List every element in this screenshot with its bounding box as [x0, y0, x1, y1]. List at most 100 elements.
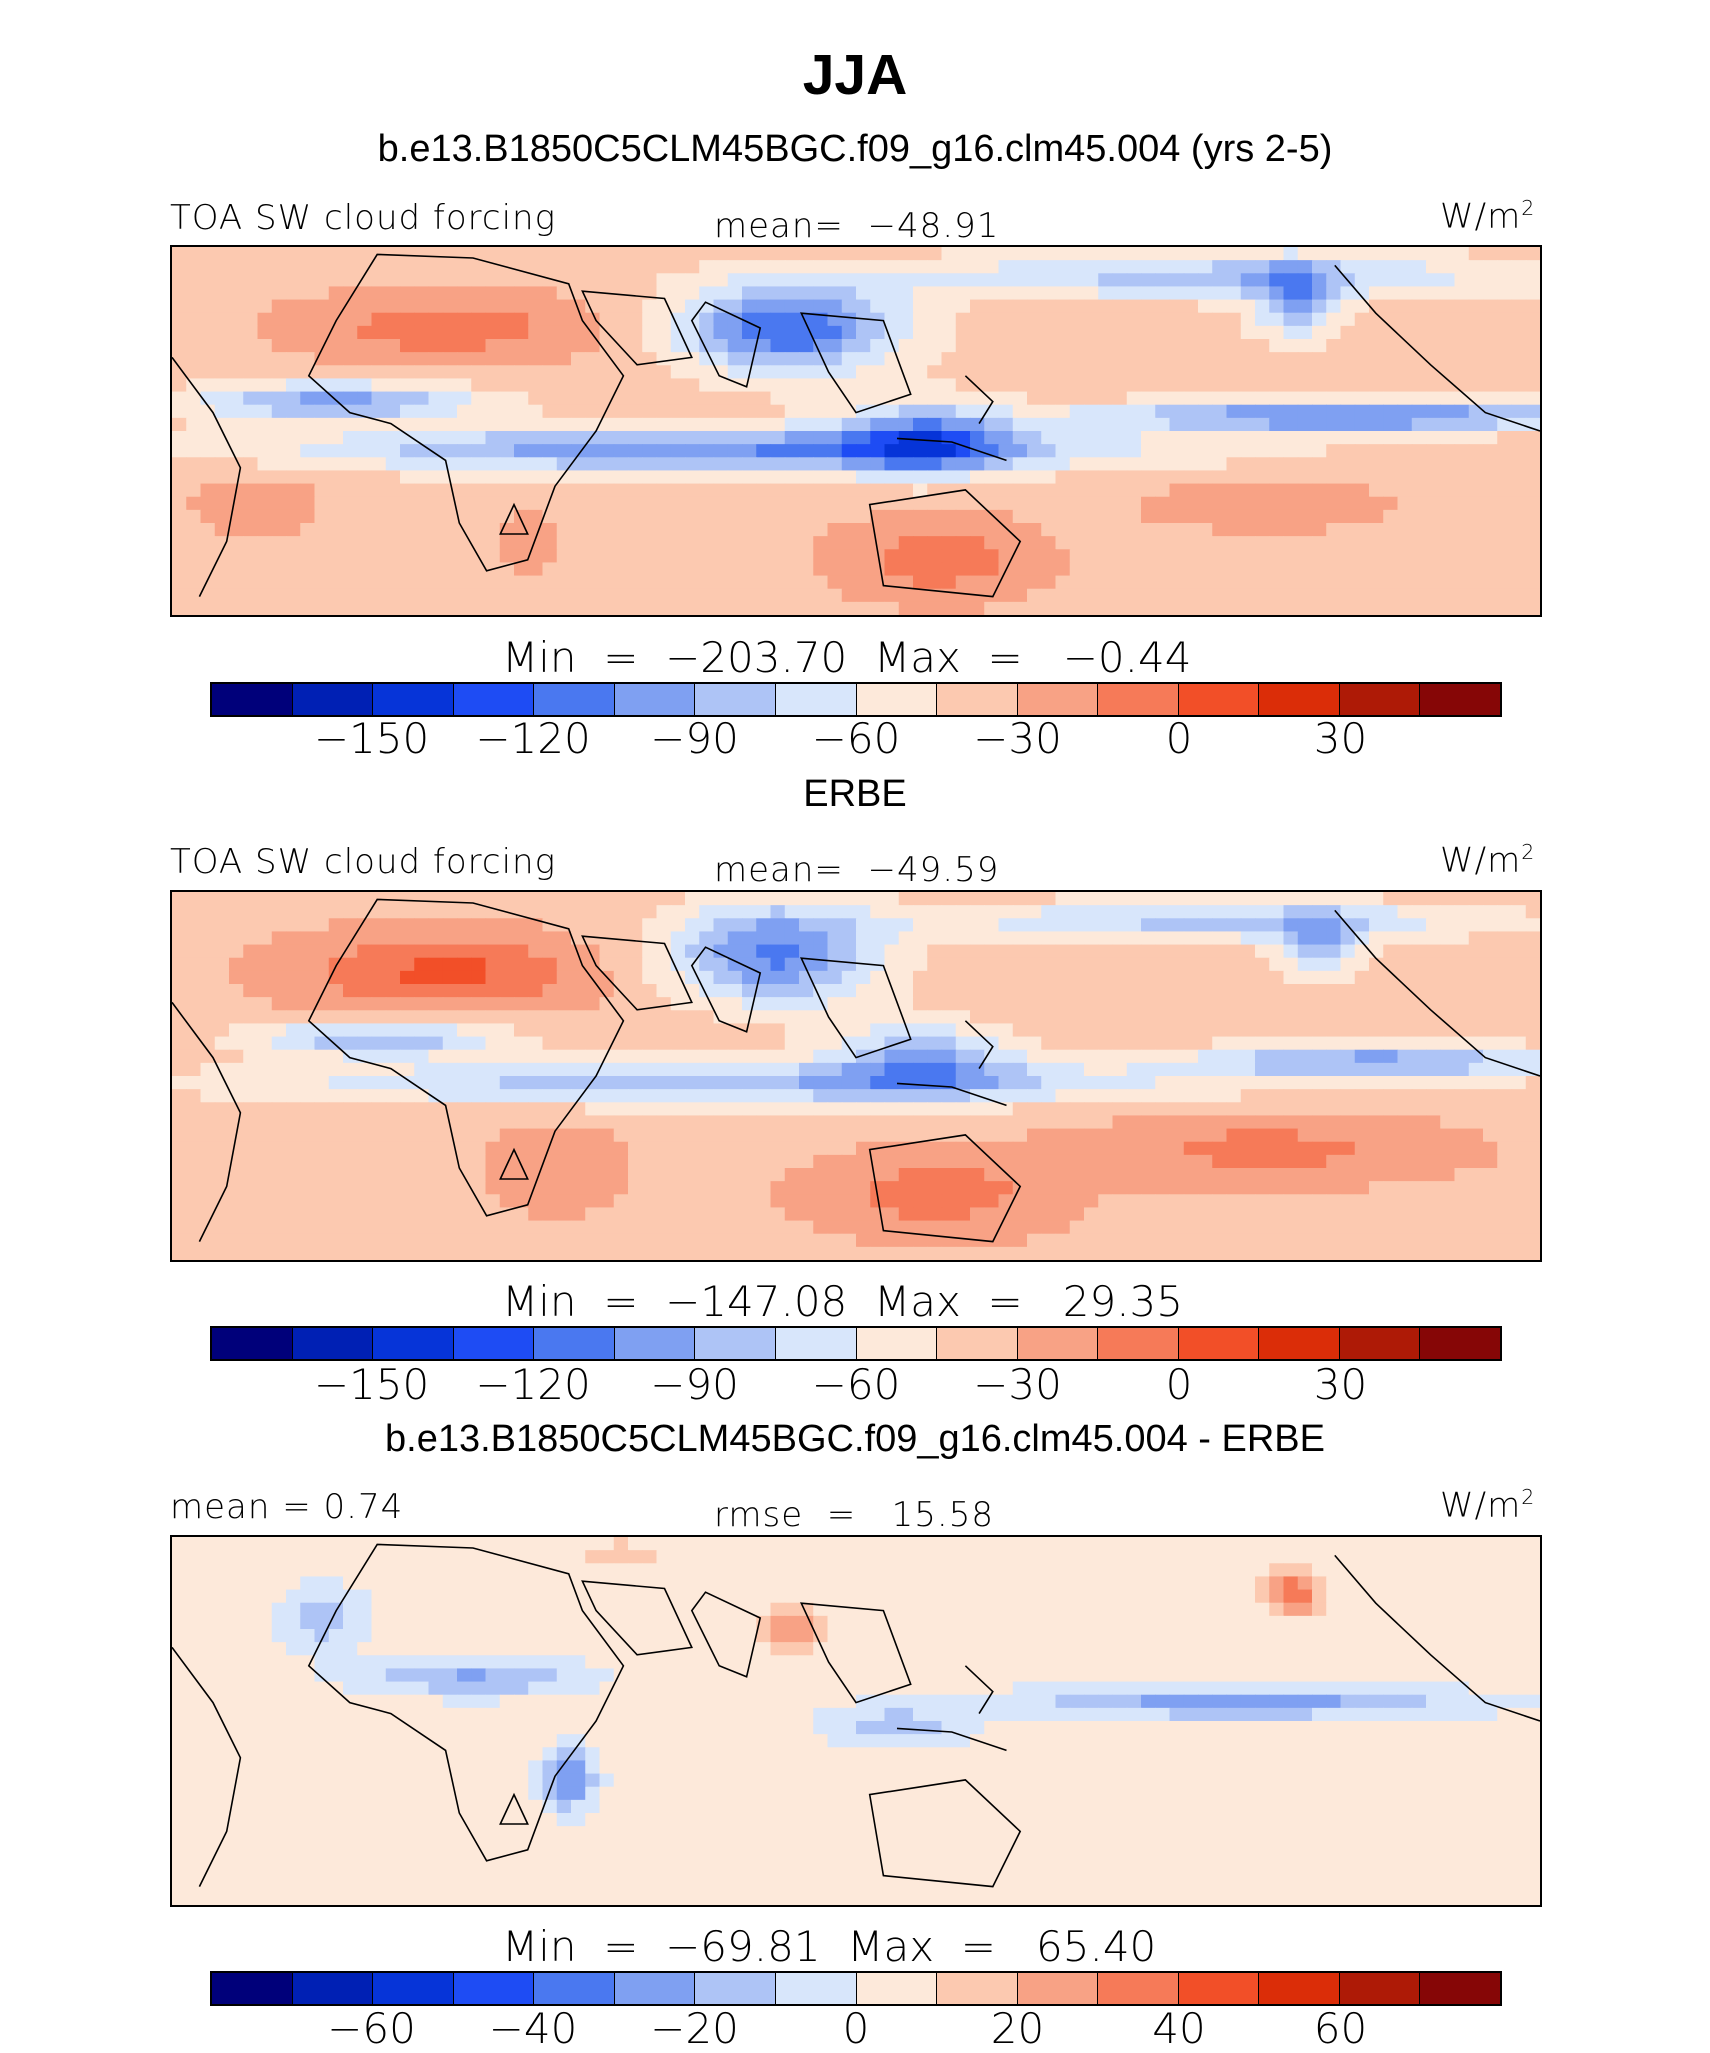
- colorbar-swatch: [937, 1973, 1018, 2004]
- colorbar-swatch: [1098, 1973, 1179, 2004]
- colorbar-tick-label: 30: [1313, 1360, 1368, 1409]
- colorbar-swatch: [1420, 684, 1500, 715]
- colorbar-swatch: [1017, 1973, 1099, 2004]
- coastline: [307, 898, 625, 1217]
- colorbar-tick-label: −150: [313, 1360, 430, 1409]
- colorbar-swatch: [453, 684, 535, 715]
- coastline: [964, 1020, 994, 1070]
- panel-1-left-label: TOA SW cloud forcing: [170, 198, 556, 238]
- colorbar-swatch: [292, 684, 374, 715]
- coastline: [896, 1727, 1007, 1752]
- colorbar-swatch: [614, 684, 696, 715]
- colorbar-swatch: [856, 1328, 938, 1359]
- colorbar-swatch: [373, 684, 454, 715]
- colorbar-tick-label: −90: [650, 714, 739, 763]
- colorbar-tick-label: 30: [1313, 714, 1368, 763]
- coastline: [172, 356, 242, 597]
- colorbar-swatch: [1420, 1328, 1500, 1359]
- coastline: [868, 1134, 1022, 1243]
- panel-3-left-label: mean = 0.74: [170, 1487, 404, 1527]
- colorbar-swatch: [292, 1328, 374, 1359]
- colorbar-tick-label: −120: [475, 1360, 591, 1409]
- figure-title: JJA: [802, 43, 908, 107]
- colorbar-swatch: [534, 1328, 615, 1359]
- colorbar-swatch: [373, 1328, 454, 1359]
- coastline: [499, 502, 529, 535]
- colorbar-swatch: [1098, 1328, 1179, 1359]
- colorbar-tick-label: 20: [990, 2004, 1045, 2053]
- panel-1-minmax: Min = −203.70 Max = −0.44: [502, 633, 1192, 682]
- panel-2-center-label: mean= −49.59: [714, 850, 1000, 890]
- coastline: [690, 1591, 762, 1678]
- panel-3-map: [170, 1535, 1542, 1907]
- colorbar-tick-label: 40: [1152, 2004, 1206, 2053]
- units-superscript: 2: [1521, 196, 1536, 220]
- colorbar-tick-label: −60: [811, 714, 901, 763]
- colorbar-swatch: [614, 1328, 696, 1359]
- panel-3-minmax: Min = −69.81 Max = 65.40: [502, 1922, 1157, 1971]
- coastline: [1334, 264, 1540, 432]
- coastline: [172, 1001, 242, 1242]
- coastline: [307, 253, 625, 572]
- colorbar-swatch: [453, 1328, 535, 1359]
- colorbar-swatch: [292, 1973, 374, 2004]
- colorbar-swatch: [453, 1973, 535, 2004]
- colorbar-tick-label: −90: [650, 1360, 739, 1409]
- coastline: [1334, 1554, 1540, 1722]
- panel-1-subtitle: b.e13.B1850C5CLM45BGC.f09_g16.clm45.004 …: [377, 128, 1333, 170]
- coastline: [868, 489, 1022, 598]
- colorbar-swatch: [1339, 1973, 1421, 2004]
- colorbar-tick-label: −40: [488, 2004, 578, 2053]
- coastline: [799, 1602, 912, 1704]
- colorbar-swatch: [1259, 1973, 1340, 2004]
- panel-2-colorbar: [210, 1326, 1502, 1361]
- coastline: [964, 1665, 994, 1715]
- units-base: W/m: [1440, 196, 1522, 237]
- contour-field: [172, 1537, 1540, 1905]
- colorbar-swatch: [1259, 684, 1340, 715]
- panel-1-units: W/m2: [1440, 196, 1535, 236]
- colorbar-tick-label: −20: [650, 2004, 739, 2053]
- colorbar-tick-label: −150: [313, 714, 430, 763]
- coastline: [1334, 909, 1540, 1077]
- colorbar-tick-label: 60: [1313, 2004, 1368, 2053]
- colorbar-tick-label: −60: [811, 1360, 901, 1409]
- colorbar-swatch: [1017, 1328, 1099, 1359]
- colorbar-swatch: [775, 684, 857, 715]
- units-superscript: 2: [1521, 840, 1536, 864]
- colorbar-swatch: [856, 684, 938, 715]
- coastline: [799, 312, 912, 414]
- colorbar-swatch: [1098, 684, 1179, 715]
- colorbar-tick-label: 0: [1165, 1360, 1193, 1409]
- coastline: [896, 1082, 1007, 1107]
- panel-2-minmax: Min = −147.08 Max = 29.35: [502, 1277, 1183, 1326]
- coastline: [868, 1779, 1022, 1888]
- colorbar-swatch: [1259, 1328, 1340, 1359]
- colorbar-tick-label: 0: [1165, 714, 1193, 763]
- coastline: [690, 946, 762, 1033]
- colorbar-swatch: [937, 684, 1018, 715]
- coastline: [964, 375, 994, 425]
- colorbar-tick-label: −120: [475, 714, 591, 763]
- colorbar-swatch: [695, 1328, 776, 1359]
- colorbar-swatch: [1178, 684, 1260, 715]
- colorbar-swatch: [614, 1973, 696, 2004]
- panel-1-map: [170, 245, 1542, 617]
- coastline: [581, 290, 693, 366]
- panel-1-center-label: mean= −48.91: [714, 206, 1000, 246]
- panel-2-map: [170, 890, 1542, 1262]
- coastline: [896, 437, 1007, 462]
- colorbar-swatch: [1339, 1328, 1421, 1359]
- colorbar-swatch: [212, 1328, 293, 1359]
- colorbar-swatch: [1178, 1973, 1260, 2004]
- colorbar-swatch: [856, 1973, 938, 2004]
- colorbar-swatch: [212, 1973, 293, 2004]
- colorbar-swatch: [695, 1973, 776, 2004]
- colorbar-tick-label: −60: [327, 2004, 416, 2053]
- coastline: [581, 935, 693, 1011]
- coastline: [499, 1792, 529, 1825]
- colorbar-swatch: [937, 1328, 1018, 1359]
- panel-2-subtitle: ERBE: [803, 773, 907, 815]
- coastline: [690, 301, 762, 388]
- coastline: [499, 1147, 529, 1180]
